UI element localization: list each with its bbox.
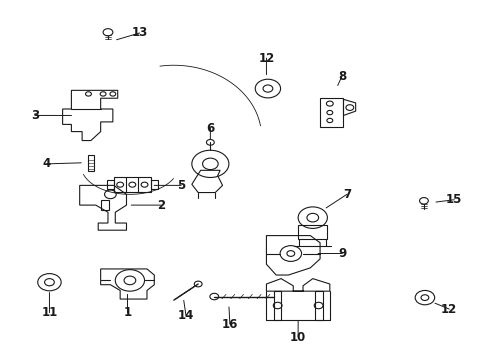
Bar: [320, 98, 343, 127]
Text: 9: 9: [337, 247, 346, 260]
Text: 8: 8: [337, 69, 346, 82]
Text: 6: 6: [206, 122, 214, 135]
Text: 13: 13: [131, 27, 147, 40]
Text: 12: 12: [258, 51, 274, 64]
Bar: [88, 155, 94, 171]
Text: 15: 15: [445, 193, 462, 206]
Text: 11: 11: [41, 306, 58, 319]
Text: 16: 16: [221, 318, 238, 331]
Text: 2: 2: [157, 199, 165, 212]
Bar: [101, 200, 109, 210]
Text: 1: 1: [123, 306, 131, 319]
Text: 3: 3: [31, 109, 39, 122]
Text: 4: 4: [43, 157, 51, 170]
Text: 14: 14: [178, 309, 194, 322]
Bar: [151, 180, 158, 189]
Text: 7: 7: [342, 188, 350, 201]
Text: 12: 12: [440, 303, 456, 316]
Text: 10: 10: [289, 330, 305, 343]
Bar: [298, 225, 327, 239]
Bar: [107, 180, 114, 189]
Bar: [114, 177, 151, 192]
Text: 5: 5: [177, 179, 185, 192]
